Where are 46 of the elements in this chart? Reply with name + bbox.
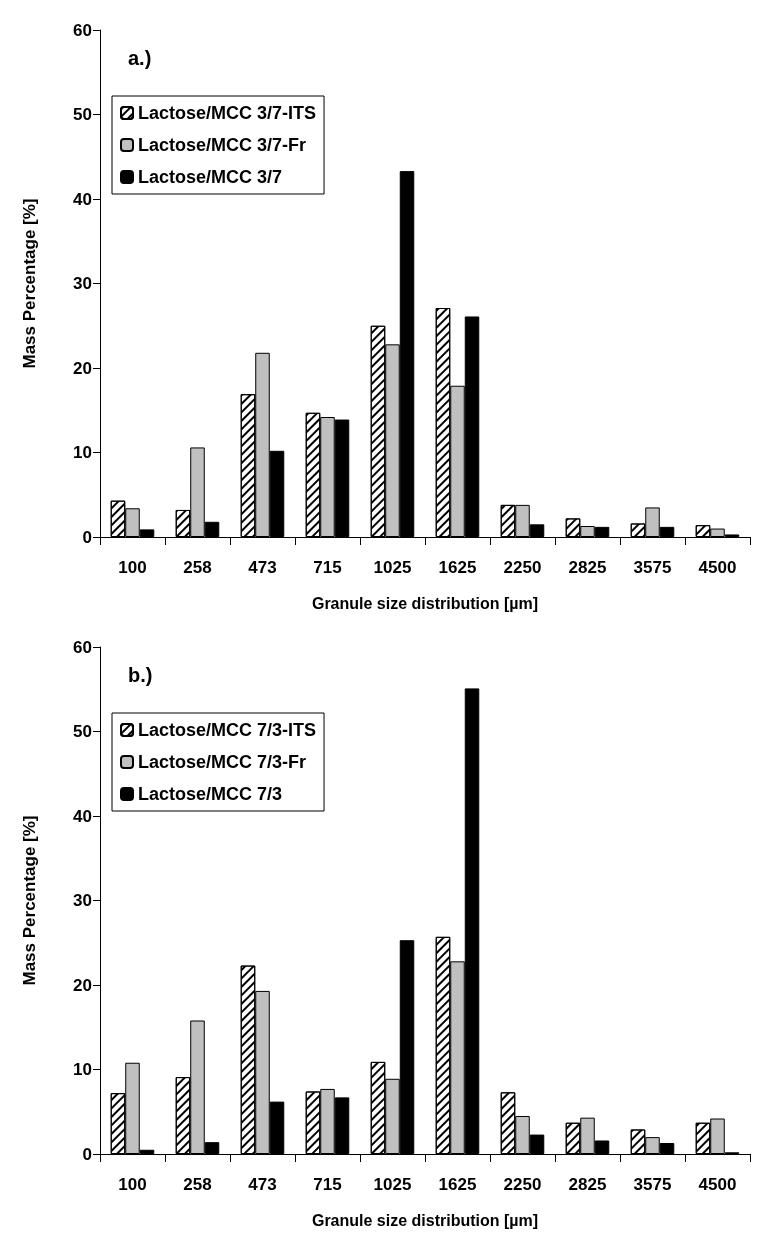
x-tick-label: 2250 <box>503 558 542 577</box>
x-tick-label: 100 <box>118 1175 147 1194</box>
x-tick-label: 2250 <box>503 1175 542 1194</box>
x-tick-label: 715 <box>313 558 342 577</box>
x-axis-title: Granule size distribution [µm] <box>311 594 539 612</box>
x-tick-label: 1625 <box>438 558 477 577</box>
y-axis-title: Mass Percentage [%] <box>20 815 39 986</box>
x-tick-label: 3575 <box>633 558 672 577</box>
y-tick-label: 60 <box>73 20 92 40</box>
x-tick-label: 100 <box>118 558 147 577</box>
y-tick-label: 30 <box>73 274 92 293</box>
y-tick-label: 50 <box>73 722 92 741</box>
x-tick-label: 715 <box>313 1175 342 1194</box>
y-tick-label: 50 <box>73 105 92 124</box>
legend-label: Lactose/MCC 3/7-ITS <box>138 103 317 123</box>
y-tick-label: 0 <box>82 1144 92 1164</box>
x-tick-label: 3575 <box>633 1175 672 1194</box>
x-axis-title: Granule size distribution [µm] <box>311 1211 539 1229</box>
x-tick-label: 2825 <box>568 1175 607 1194</box>
y-tick-label: 0 <box>82 527 92 547</box>
x-tick-label: 4500 <box>698 558 737 577</box>
y-tick-label: 20 <box>73 975 92 995</box>
y-tick-label: 30 <box>73 891 92 910</box>
x-tick-label: 258 <box>183 558 212 577</box>
x-tick-label: 1625 <box>438 1175 477 1194</box>
y-tick-label: 10 <box>73 1060 92 1079</box>
y-tick-label: 60 <box>73 637 92 657</box>
y-tick-label: 10 <box>73 443 92 462</box>
y-tick-label: 40 <box>73 189 92 209</box>
legend-label: Lactose/MCC 7/3 <box>138 784 283 804</box>
legend-label: Lactose/MCC 3/7 <box>138 167 283 187</box>
legend-label: Lactose/MCC 7/3-ITS <box>138 720 317 740</box>
x-tick-label: 2825 <box>568 558 607 577</box>
annotation: a.) <box>128 47 152 69</box>
x-tick-label: 473 <box>248 1175 277 1194</box>
x-tick-label: 258 <box>183 1175 212 1194</box>
legend-label: Lactose/MCC 3/7-Fr <box>138 135 307 155</box>
legend-label: Lactose/MCC 7/3-Fr <box>138 752 307 772</box>
annotation: b.) <box>128 664 153 686</box>
x-tick-label: 473 <box>248 558 277 577</box>
x-tick-label: 1025 <box>373 558 412 577</box>
y-axis-title: Mass Percentage [%] <box>20 198 39 369</box>
x-tick-label: 1025 <box>373 1175 412 1194</box>
y-tick-label: 40 <box>73 806 92 826</box>
y-tick-label: 20 <box>73 358 92 378</box>
x-tick-label: 4500 <box>698 1175 737 1194</box>
